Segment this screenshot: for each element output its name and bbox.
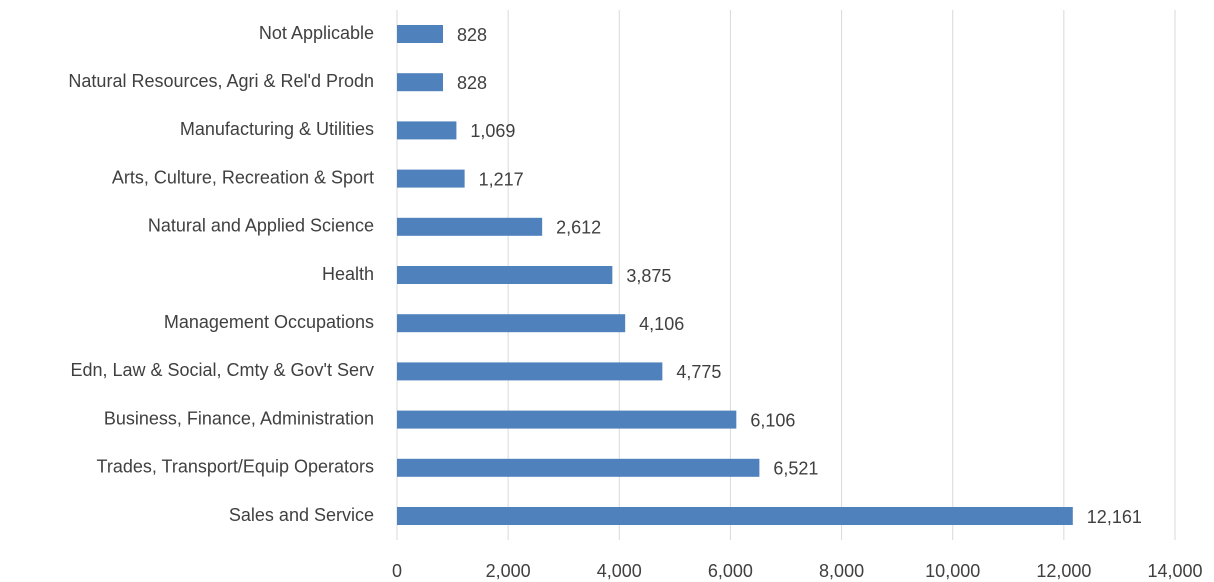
data-label: 6,106 xyxy=(750,410,795,430)
bar xyxy=(397,410,737,429)
data-label: 6,521 xyxy=(773,459,818,479)
data-label: 1,069 xyxy=(470,121,515,141)
data-label: 1,217 xyxy=(479,169,524,189)
y-tick-label: Trades, Transport/Equip Operators xyxy=(97,457,374,477)
x-tick-label: 0 xyxy=(392,561,402,581)
data-label: 4,775 xyxy=(676,362,721,382)
data-label: 4,106 xyxy=(639,314,684,334)
y-tick-label: Arts, Culture, Recreation & Sport xyxy=(112,167,374,187)
y-tick-label: Health xyxy=(322,264,374,284)
y-tick-label: Edn, Law & Social, Cmty & Gov't Serv xyxy=(70,360,374,380)
x-tick-label: 2,000 xyxy=(486,561,531,581)
bar xyxy=(397,73,444,92)
y-tick-label: Natural and Applied Science xyxy=(148,216,374,236)
bar xyxy=(397,362,663,381)
bar xyxy=(397,314,626,333)
bar xyxy=(397,458,760,477)
y-tick-label: Business, Finance, Administration xyxy=(104,408,374,428)
x-tick-label: 8,000 xyxy=(819,561,864,581)
bar xyxy=(397,169,465,188)
x-tick-label: 10,000 xyxy=(925,561,980,581)
bar xyxy=(397,217,543,236)
y-tick-label: Manufacturing & Utilities xyxy=(180,119,374,139)
bar xyxy=(397,266,613,284)
x-tick-label: 6,000 xyxy=(708,561,753,581)
x-tick-label: 4,000 xyxy=(597,561,642,581)
data-label: 3,875 xyxy=(626,266,671,286)
y-tick-label: Natural Resources, Agri & Rel'd Prodn xyxy=(68,71,374,91)
bar xyxy=(397,121,457,140)
y-tick-label: Sales and Service xyxy=(229,505,374,525)
bar xyxy=(397,507,1073,525)
y-tick-label: Not Applicable xyxy=(259,23,374,43)
data-label: 2,612 xyxy=(556,218,601,238)
x-tick-label: 12,000 xyxy=(1036,561,1091,581)
data-label: 12,161 xyxy=(1087,507,1142,527)
x-tick-label: 14,000 xyxy=(1147,561,1202,581)
bar xyxy=(397,25,444,43)
data-label: 828 xyxy=(457,25,487,45)
y-tick-label: Management Occupations xyxy=(164,312,374,332)
data-label: 828 xyxy=(457,73,487,93)
